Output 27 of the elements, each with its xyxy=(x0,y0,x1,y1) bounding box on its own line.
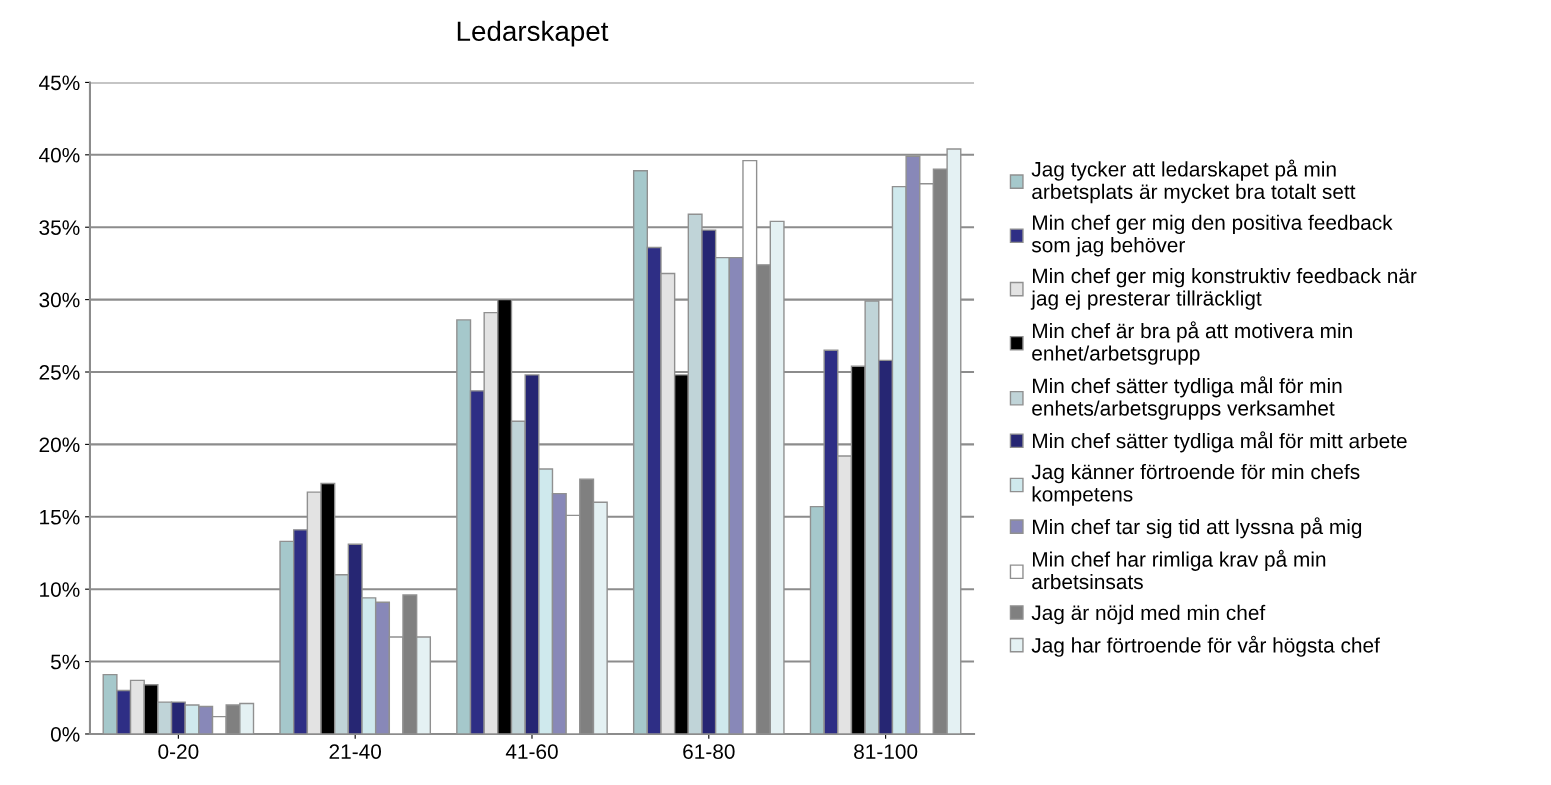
legend-label: Jag har förtroende för vår högsta chef xyxy=(1031,635,1380,657)
legend-label: Min chef sätter tydliga mål för min enhets/arbetsgrupps verksamhet xyxy=(1032,376,1342,420)
y-tick-label: 0% xyxy=(50,726,80,742)
x-tick-label: 41-60 xyxy=(505,744,558,759)
y-tick-label: 25% xyxy=(39,365,80,380)
legend-label: Min chef sätter tydliga mål för mitt arbete xyxy=(1033,431,1407,453)
legend-label: Jag känner förtroende för min chefs kompetens xyxy=(1031,463,1360,506)
legend-label: Min chef tar sig tid att lyssna på mig xyxy=(1033,517,1362,539)
y-tick-label: 20% xyxy=(39,437,80,453)
x-tick-label: 0-20 xyxy=(158,744,199,759)
legend-label: Min chef är bra på att motivera min enhet/arbetsgrupp xyxy=(1032,321,1352,365)
legend-label: Min chef ger mig konstruktiv feedback när jag ej presterar tillräckligt xyxy=(1030,267,1417,310)
y-tick-label: 35% xyxy=(39,220,80,235)
y-tick-label: 10% xyxy=(40,582,80,597)
x-tick-label: 61-80 xyxy=(683,744,735,759)
legend-label: Jag tycker att ledarskapet på min arbetsplats är mycket bra totalt sett xyxy=(1031,159,1356,204)
y-tick-label: 40% xyxy=(39,147,80,163)
legend-label: Jag är nöjd med min chef xyxy=(1031,604,1266,625)
y-tick-label: 5% xyxy=(50,654,80,670)
y-tick-label: 30% xyxy=(39,292,80,308)
y-tick-label: 45% xyxy=(39,75,80,91)
y-tick-label: 15% xyxy=(40,509,80,525)
legend-label: Min chef ger mig den positiva feedback som jag behöver xyxy=(1031,214,1393,257)
chart-title: Ledarskapet xyxy=(457,20,609,47)
x-tick-label: 81-100 xyxy=(854,744,918,759)
x-tick-label: 21-40 xyxy=(329,744,382,759)
legend-label: Min chef har rimliga krav på min arbetsinsats xyxy=(1032,549,1326,590)
